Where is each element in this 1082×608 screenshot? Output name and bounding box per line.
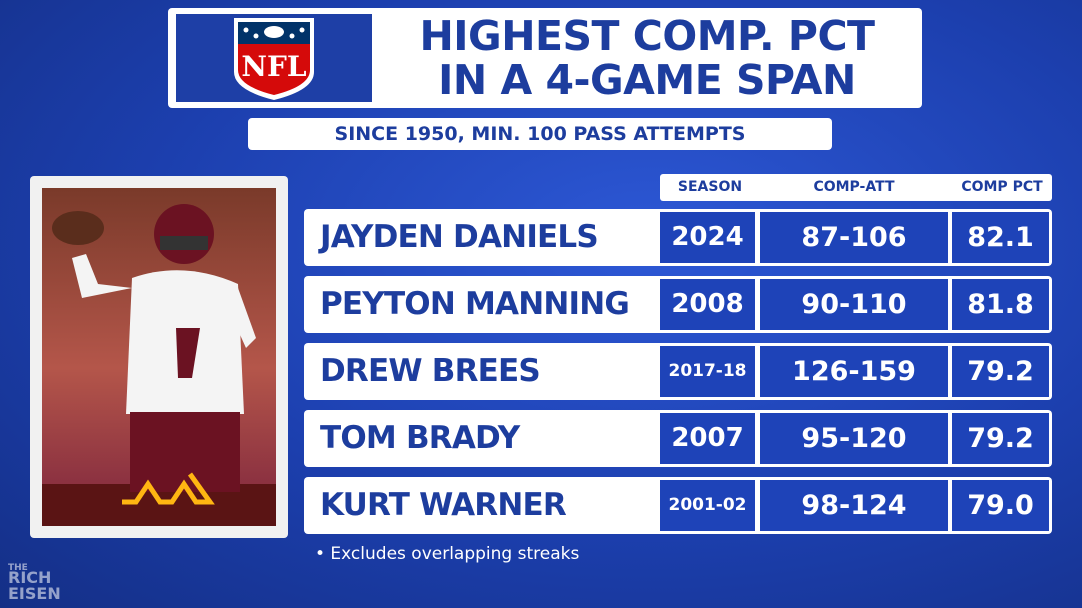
player-name: DREW BREES	[320, 353, 541, 389]
column-header: SEASON	[677, 179, 743, 195]
header-row	[660, 174, 1052, 201]
nfl-logo: NFL	[234, 18, 314, 100]
comp-pct: 82.1	[952, 212, 1049, 263]
footnote: • Excludes overlapping streaks	[315, 544, 580, 564]
watermark: EISEN	[8, 584, 61, 603]
watermark: RICH	[8, 568, 52, 587]
table-row: PEYTON MANNING 2008 90-110 81.8	[304, 276, 1052, 333]
column-header: COMP PCT	[961, 179, 1043, 195]
player-illustration	[42, 188, 276, 526]
player-name: TOM BRADY	[320, 420, 520, 456]
table-row: KURT WARNER 2001-02 98-124 79.0	[304, 477, 1052, 534]
subtitle: SINCE 1950, MIN. 100 PASS ATTEMPTS	[248, 118, 832, 150]
logo-text: NFL	[241, 50, 306, 83]
title-line: HIGHEST COMP. PCT	[419, 12, 875, 60]
table-row: DREW BREES 2017-18 126-159 79.2	[304, 343, 1052, 400]
comp-pct: 79.2	[952, 413, 1049, 464]
comp-att: 95-120	[760, 413, 948, 464]
season: 2007	[660, 413, 755, 464]
player-name: KURT WARNER	[320, 487, 567, 523]
season: 2001-02	[660, 480, 755, 531]
comp-att: 126-159	[760, 346, 948, 397]
comp-att: 98-124	[760, 480, 948, 531]
comp-att: 87-106	[760, 212, 948, 263]
season: 2024	[660, 212, 755, 263]
player-name: PEYTON MANNING	[320, 286, 630, 322]
season: 2017-18	[660, 346, 755, 397]
season: 2008	[660, 279, 755, 330]
column-header: COMP-ATT	[813, 179, 895, 195]
table-row: TOM BRADY 2007 95-120 79.2	[304, 410, 1052, 467]
comp-pct: 79.0	[952, 480, 1049, 531]
player-name: JAYDEN DANIELS	[320, 219, 599, 255]
player-photo	[30, 176, 288, 538]
comp-att: 90-110	[760, 279, 948, 330]
title-line: IN A 4-GAME SPAN	[438, 56, 856, 104]
logo-box: NFL	[176, 14, 372, 102]
comp-pct: 81.8	[952, 279, 1049, 330]
watermark: THE	[8, 563, 28, 573]
comp-pct: 79.2	[952, 346, 1049, 397]
table-row: JAYDEN DANIELS 2024 87-106 82.1	[304, 209, 1052, 266]
